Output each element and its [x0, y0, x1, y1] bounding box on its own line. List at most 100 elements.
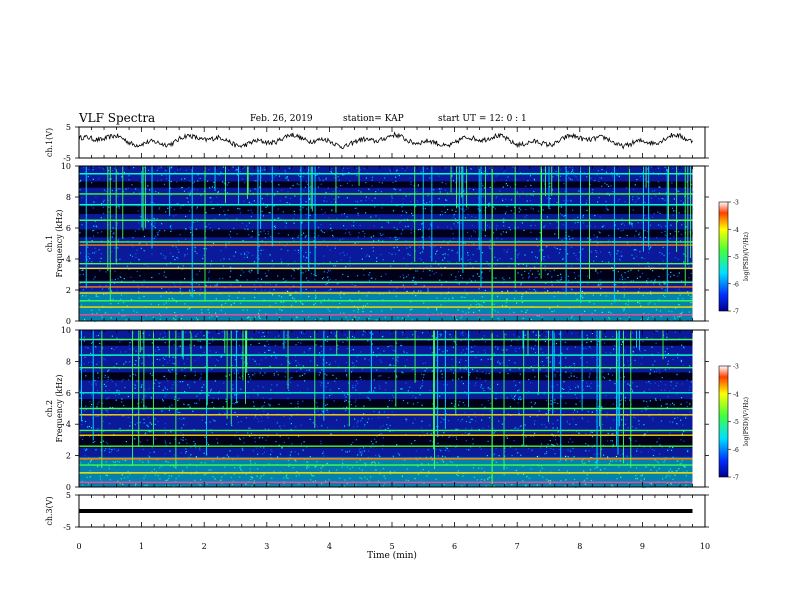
- spectral-pixel: [216, 288, 218, 291]
- spectral-pixel: [441, 182, 443, 184]
- spectral-pixel: [140, 247, 142, 249]
- spectral-pixel: [189, 344, 191, 346]
- spectral-pixel: [387, 416, 389, 419]
- spectral-pixel: [520, 284, 522, 286]
- spectral-pixel: [295, 426, 297, 428]
- spectral-pixel: [605, 205, 607, 207]
- spectral-pixel: [569, 450, 572, 452]
- spectral-pixel: [676, 171, 679, 173]
- spectral-pixel: [288, 361, 290, 363]
- spectral-pixel: [309, 198, 311, 200]
- spectral-pixel: [642, 172, 644, 174]
- spectral-pixel: [353, 225, 355, 227]
- spectral-pixel: [548, 409, 550, 411]
- spectral-pixel: [183, 424, 185, 426]
- spectral-pixel: [672, 411, 674, 413]
- spectral-pixel: [271, 384, 273, 386]
- spectral-pixel: [518, 211, 520, 213]
- spectral-pixel: [612, 191, 614, 193]
- spectral-pixel: [302, 232, 305, 234]
- spectral-pixel: [477, 221, 479, 223]
- spectral-pixel: [533, 190, 535, 193]
- spectral-pixel: [539, 368, 541, 370]
- spectral-pixel: [278, 444, 280, 446]
- spectral-pixel: [344, 425, 346, 427]
- spectral-pixel: [387, 427, 389, 429]
- spectral-pixel: [173, 344, 175, 346]
- spectral-pixel: [270, 449, 272, 451]
- spectral-pixel: [163, 275, 165, 277]
- spectral-pixel: [89, 237, 91, 239]
- spectral-pixel: [290, 451, 292, 453]
- spectral-pixel: [367, 340, 369, 342]
- spectral-pixel: [361, 450, 363, 452]
- spectral-pixel: [515, 426, 517, 428]
- spectral-pixel: [601, 260, 603, 262]
- spectral-pixel: [258, 170, 260, 172]
- spectral-pixel: [110, 230, 112, 232]
- spectral-pixel: [172, 356, 174, 358]
- spectral-pixel: [484, 289, 486, 292]
- spectral-pixel: [400, 220, 402, 222]
- spectral-pixel: [648, 262, 650, 264]
- spectral-pixel: [653, 283, 655, 285]
- spectral-pixel: [355, 384, 357, 386]
- spectral-pixel: [691, 406, 693, 408]
- spectral-pixel: [543, 259, 545, 261]
- spectral-pixel: [200, 194, 202, 196]
- spectral-pixel: [145, 432, 147, 434]
- spectral-pixel: [653, 371, 656, 373]
- spectral-pixel: [528, 275, 530, 277]
- spectral-pixel: [507, 249, 509, 251]
- spectral-pixel: [534, 402, 536, 404]
- spectral-pixel: [641, 257, 643, 259]
- spectral-pixel: [503, 172, 505, 174]
- spectral-pixel: [273, 225, 275, 227]
- spectral-pixel: [543, 179, 545, 181]
- spectral-pixel: [264, 272, 266, 274]
- spectral-pixel: [317, 174, 319, 176]
- spectral-pixel: [312, 422, 314, 424]
- spectral-pixel: [619, 236, 621, 238]
- spectral-pixel: [499, 258, 501, 260]
- spectral-pixel: [670, 271, 672, 273]
- spectral-pixel: [205, 285, 207, 287]
- spectral-pixel: [676, 373, 678, 375]
- spectral-pixel: [115, 385, 117, 387]
- spectral-pixel: [94, 276, 96, 278]
- spectral-pixel: [501, 198, 504, 200]
- spectral-pixel: [651, 449, 653, 451]
- spectral-pixel: [500, 194, 502, 196]
- spectral-pixel: [109, 423, 111, 425]
- spectral-pixel: [379, 353, 381, 355]
- spectral-pixel: [334, 333, 336, 335]
- spectral-pixel: [644, 178, 646, 180]
- spectral-pixel: [470, 235, 472, 237]
- spectral-pixel: [566, 421, 568, 423]
- spectral-pixel: [221, 331, 224, 333]
- spectral-pixel: [566, 174, 569, 176]
- spectral-pixel: [673, 198, 675, 200]
- spectral-pixel: [648, 388, 650, 390]
- spectral-pixel: [659, 453, 661, 455]
- spectral-pixel: [363, 447, 365, 449]
- spectral-pixel: [685, 191, 687, 193]
- spectral-pixel: [319, 372, 321, 374]
- spectral-pixel: [579, 283, 581, 285]
- spectral-pixel: [200, 377, 202, 379]
- spectral-pixel: [280, 248, 282, 250]
- spectral-pixel: [650, 246, 652, 248]
- spectral-pixel: [549, 270, 551, 272]
- spectral-pixel: [247, 381, 249, 383]
- spectral-pixel: [335, 279, 337, 281]
- spectral-pixel: [423, 285, 425, 287]
- spectral-pixel: [293, 239, 295, 241]
- spectral-pixel: [114, 270, 116, 272]
- spectral-pixel: [295, 360, 297, 362]
- spectral-pixel: [403, 287, 405, 290]
- spectral-pixel: [105, 285, 107, 287]
- spectral-pixel: [435, 337, 437, 339]
- spectral-pixel: [396, 238, 399, 240]
- spectral-pixel: [250, 378, 252, 380]
- spectral-pixel: [469, 262, 471, 264]
